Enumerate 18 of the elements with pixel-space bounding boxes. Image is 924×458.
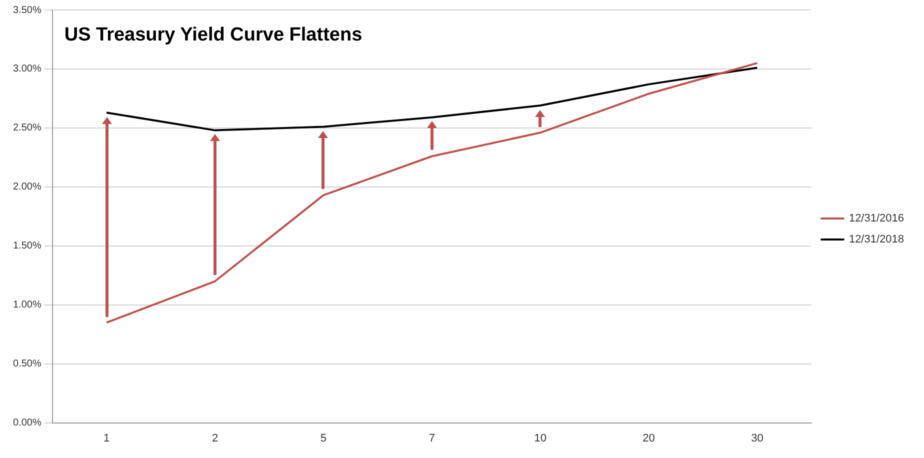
- y-tick-label: 0.00%: [12, 418, 42, 429]
- legend-label: 12/31/2016: [848, 212, 904, 225]
- text: US Treasury Yield Curve Flattens: [64, 24, 362, 46]
- y-tick-label: 1.00%: [12, 300, 42, 311]
- y-tick-label: 3.00%: [12, 64, 42, 75]
- x-tick-label: 10: [534, 432, 546, 444]
- legend-label: 12/31/2018: [848, 234, 904, 246]
- x-tick-label: 7: [428, 432, 435, 444]
- y-tick-label: 2.50%: [12, 122, 42, 134]
- y-tick-label: 2.00%: [12, 182, 42, 193]
- x-tick-label: 1: [104, 432, 110, 444]
- y-tick-label: 3.50%: [12, 4, 42, 16]
- y-tick-label: 0.50%: [12, 358, 42, 370]
- x-tick-label: 5: [320, 432, 327, 444]
- y-tick-label: 1.50%: [12, 240, 42, 252]
- x-tick-label: 2: [212, 432, 218, 444]
- x-tick-label: 20: [642, 432, 655, 444]
- x-tick-label: 30: [751, 432, 764, 444]
